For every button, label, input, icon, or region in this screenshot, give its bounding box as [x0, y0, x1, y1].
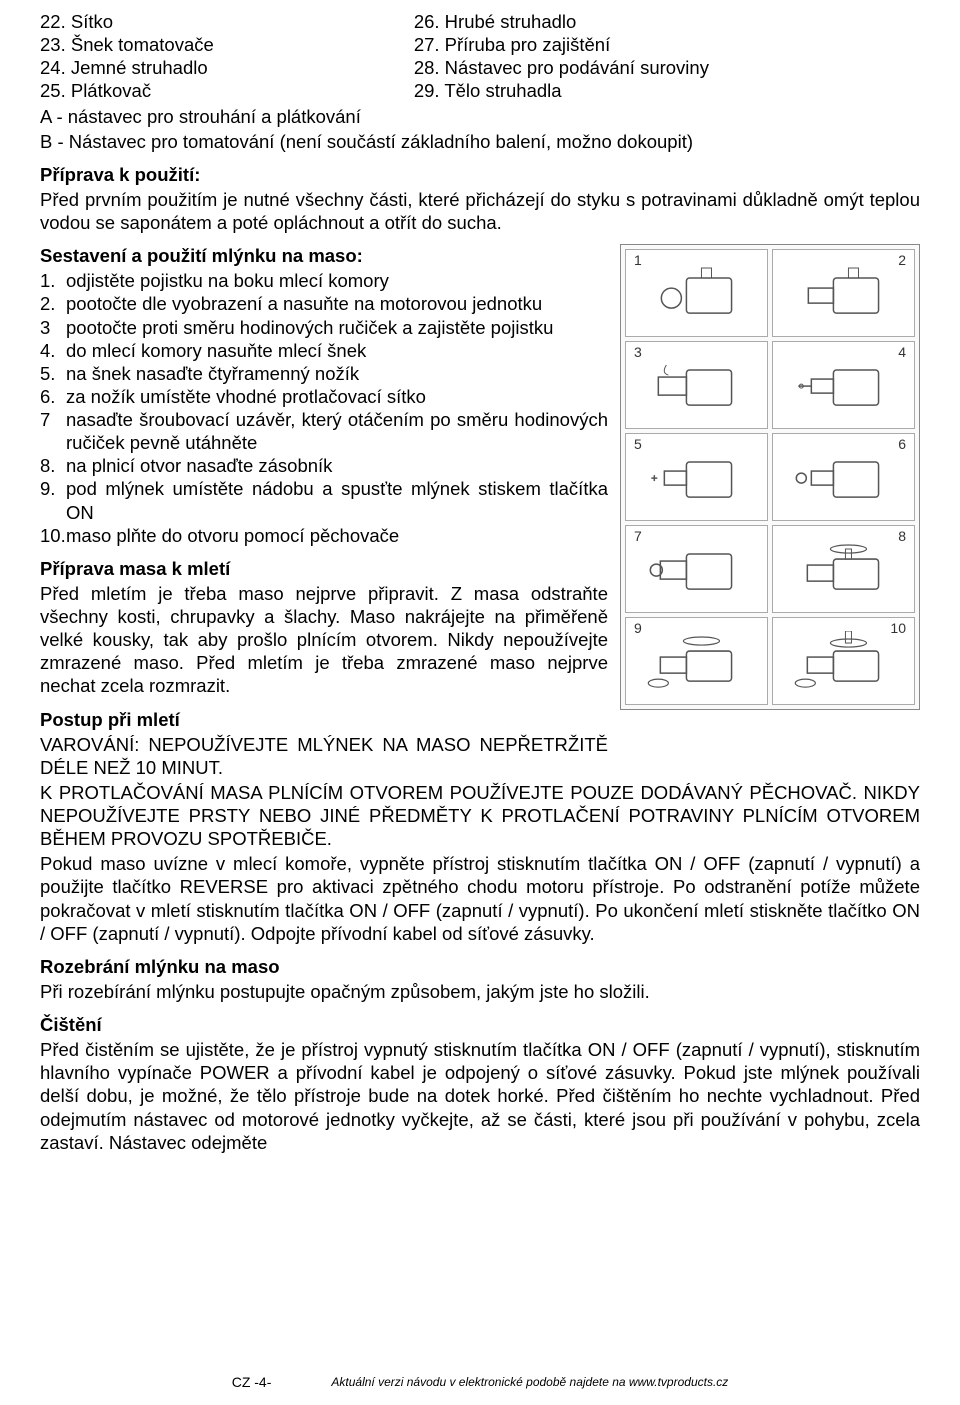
step-text: za nožík umístěte vhodné protlačovací sí…: [66, 385, 608, 408]
list-item: 26. Hrubé struhadlo: [414, 10, 709, 33]
step-text: pootočte dle vyobrazení a nasuňte na mot…: [66, 292, 608, 315]
footer: CZ -4- Aktuální verzi návodu v elektroni…: [0, 1374, 960, 1392]
grind-warn2: K PROTLAČOVÁNÍ MASA PLNÍCÍM OTVOREM POUŽ…: [40, 781, 920, 850]
diagram-cell-8: 8: [772, 525, 915, 613]
step-text: do mlecí komory nasuňte mlecí šnek: [66, 339, 608, 362]
meatprep-heading: Příprava masa k mletí: [40, 557, 608, 580]
diagram-cell-7: 7: [625, 525, 768, 613]
step-num: 9.: [40, 477, 66, 523]
diagram-cell-4: 4: [772, 341, 915, 429]
grinder-icon: [633, 263, 760, 323]
diagram-label: 4: [898, 344, 906, 362]
disasm-heading: Rozebrání mlýnku na maso: [40, 955, 920, 978]
assembly-diagram: 1 2 3 4 5 6 7: [620, 244, 920, 779]
grinder-icon: [780, 355, 907, 415]
step-text: maso plňte do otvoru pomocí pěchovače: [66, 524, 608, 547]
parts-list-right: 26. Hrubé struhadlo 27. Příruba pro zaji…: [414, 10, 709, 103]
list-item: 29. Tělo struhadla: [414, 79, 709, 102]
step-num: 2.: [40, 292, 66, 315]
diagram-cell-5: 5: [625, 433, 768, 521]
meatprep-text: Před mletím je třeba maso nejprve připra…: [40, 582, 608, 698]
diagram-cell-3: 3: [625, 341, 768, 429]
page-number: CZ -4-: [232, 1374, 272, 1392]
assembly-steps: 1.odjistěte pojistku na boku mlecí komor…: [40, 269, 608, 547]
grinder-icon: [780, 447, 907, 507]
step-text: nasaďte šroubovací uzávěr, který otáčení…: [66, 408, 608, 454]
diagram-label: 9: [634, 620, 642, 638]
footer-note: Aktuální verzi návodu v elektronické pod…: [331, 1375, 728, 1390]
grinder-icon: [780, 263, 907, 323]
grinder-icon: [633, 355, 760, 415]
step-text: na plnicí otvor nasaďte zásobník: [66, 454, 608, 477]
step-num: 4.: [40, 339, 66, 362]
step-text: na šnek nasaďte čtyřramenný nožík: [66, 362, 608, 385]
diagram-label: 10: [890, 620, 906, 638]
step-num: 1.: [40, 269, 66, 292]
diagram-label: 6: [898, 436, 906, 454]
attachment-b: B - Nástavec pro tomatování (není součás…: [40, 130, 920, 153]
grind-text: Pokud maso uvízne v mlecí komoře, vypnět…: [40, 852, 920, 945]
list-item: 22. Sítko: [40, 10, 214, 33]
step-num: 3: [40, 316, 66, 339]
step-num: 6.: [40, 385, 66, 408]
diagram-cell-9: 9: [625, 617, 768, 705]
disasm-text: Při rozebírání mlýnku postupujte opačným…: [40, 980, 920, 1003]
diagram-label: 2: [898, 252, 906, 270]
grinder-icon: [633, 447, 760, 507]
step-text: pootočte proti směru hodinových ručiček …: [66, 316, 608, 339]
clean-text: Před čistěním se ujistěte, že je přístro…: [40, 1038, 920, 1154]
step-text: pod mlýnek umístěte nádobu a spusťte mlý…: [66, 477, 608, 523]
diagram-cell-2: 2: [772, 249, 915, 337]
grinder-icon: [780, 539, 907, 599]
grind-warn1: VAROVÁNÍ: NEPOUŽÍVEJTE MLÝNEK NA MASO NE…: [40, 733, 608, 779]
diagram-cell-10: 10: [772, 617, 915, 705]
step-text: odjistěte pojistku na boku mlecí komory: [66, 269, 608, 292]
diagram-cell-1: 1: [625, 249, 768, 337]
grinder-icon: [633, 631, 760, 691]
diagram-label: 8: [898, 528, 906, 546]
assembly-heading: Sestavení a použití mlýnku na maso:: [40, 244, 608, 267]
grinder-icon: [780, 631, 907, 691]
step-num: 10.: [40, 524, 66, 547]
grind-heading: Postup při mletí: [40, 708, 608, 731]
list-item: 24. Jemné struhadlo: [40, 56, 214, 79]
list-item: 23. Šnek tomatovače: [40, 33, 214, 56]
clean-heading: Čištění: [40, 1013, 920, 1036]
diagram-label: 7: [634, 528, 642, 546]
list-item: 25. Plátkovač: [40, 79, 214, 102]
diagram-label: 3: [634, 344, 642, 362]
diagram-cell-6: 6: [772, 433, 915, 521]
parts-list: 22. Sítko 23. Šnek tomatovače 24. Jemné …: [40, 10, 920, 103]
prep-text: Před prvním použitím je nutné všechny čá…: [40, 188, 920, 234]
list-item: 28. Nástavec pro podávání suroviny: [414, 56, 709, 79]
diagram-label: 5: [634, 436, 642, 454]
prep-heading: Příprava k použití:: [40, 163, 920, 186]
parts-list-left: 22. Sítko 23. Šnek tomatovače 24. Jemné …: [40, 10, 214, 103]
step-num: 5.: [40, 362, 66, 385]
list-item: 27. Příruba pro zajištění: [414, 33, 709, 56]
step-num: 7: [40, 408, 66, 454]
step-num: 8.: [40, 454, 66, 477]
attachment-a: A - nástavec pro strouhání a plátkování: [40, 105, 920, 128]
diagram-label: 1: [634, 252, 642, 270]
grinder-icon: [633, 539, 760, 599]
